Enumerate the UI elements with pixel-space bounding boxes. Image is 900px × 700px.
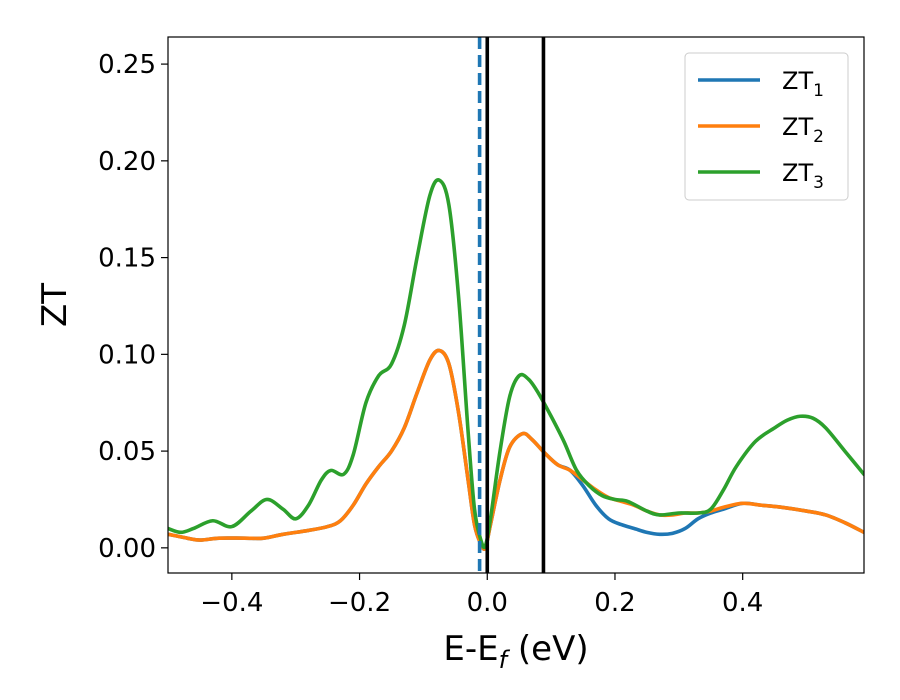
legend-label-3: ZT3 <box>782 159 824 193</box>
vertical-lines-layer <box>477 37 546 573</box>
legend-label-2: ZT2 <box>782 113 824 147</box>
y-tick-label: 0.00 <box>98 534 156 564</box>
legend-label-sub: 3 <box>813 173 824 193</box>
legend-box <box>684 52 849 201</box>
y-tick-label: 0.20 <box>98 147 156 177</box>
y-axis-label: ZT <box>35 283 75 327</box>
legend-label-1: ZT1 <box>782 67 824 101</box>
x-tick-label: 0.2 <box>594 588 635 618</box>
legend-label-main: ZT <box>782 159 813 187</box>
x-tick-label: −0.4 <box>200 588 263 618</box>
y-axis-ticks: 0.00 0.05 0.10 0.15 0.20 0.25 <box>98 50 168 564</box>
x-axis-label: E-Ef (eV) <box>443 629 588 674</box>
legend-label-sub: 1 <box>813 81 824 101</box>
x-tick-label: 0.4 <box>722 588 763 618</box>
y-tick-label: 0.10 <box>98 340 156 370</box>
x-tick-label: −0.2 <box>328 588 391 618</box>
x-axis-label-unit: (eV) <box>507 629 589 669</box>
y-tick-label: 0.15 <box>98 244 156 274</box>
x-tick-label: 0.0 <box>467 588 508 618</box>
x-axis-label-main: E-E <box>443 629 498 669</box>
legend-label-main: ZT <box>782 67 813 95</box>
y-tick-label: 0.25 <box>98 50 156 80</box>
legend-label-main: ZT <box>782 113 813 141</box>
plot-frame <box>167 36 865 574</box>
legend-label-sub: 2 <box>813 127 824 147</box>
y-tick-label: 0.05 <box>98 437 156 467</box>
x-axis-ticks: −0.4 −0.2 0.0 0.2 0.4 <box>200 573 763 618</box>
